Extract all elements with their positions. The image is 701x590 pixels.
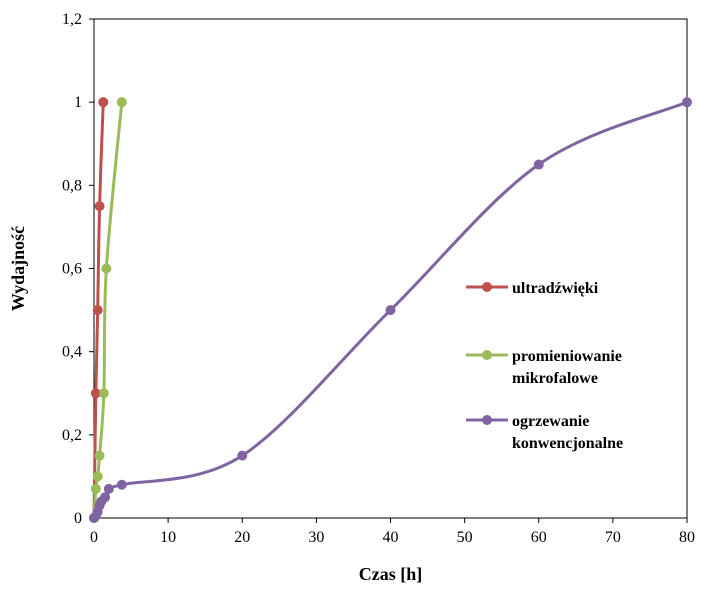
x-tick-label: 70 [605, 529, 621, 546]
data-point [533, 159, 544, 170]
y-tick-label: 0,6 [62, 261, 82, 278]
x-axis-title: Czas [h] [359, 564, 423, 584]
x-axis: 0 10 20 30 40 50 60 70 80 [90, 518, 695, 546]
data-point [90, 388, 101, 399]
data-point [237, 450, 248, 461]
data-point [90, 483, 101, 494]
x-tick-label: 60 [531, 529, 547, 546]
data-point [682, 97, 692, 108]
y-tick-label: 1,2 [62, 11, 82, 28]
data-point [98, 388, 109, 399]
x-tick-label: 10 [160, 529, 176, 546]
x-tick-label: 40 [383, 529, 399, 546]
x-tick-label: 30 [308, 529, 324, 546]
legend: ultradźwięki promieniowanie mikrofalowe ogr… [466, 280, 623, 452]
legend-item-konwencjonalne: ogrzewanie konwencjonalne [466, 413, 623, 452]
y-tick-label: 0,2 [62, 427, 82, 444]
legend-item-mikrofalowe: promieniowanie mikrofalowe [466, 348, 622, 387]
y-tick-label: 0,8 [62, 177, 82, 194]
legend-swatch-marker [482, 415, 492, 425]
data-point [103, 483, 114, 494]
series-konwencjonalne [89, 97, 692, 523]
legend-swatch-marker [482, 282, 492, 292]
data-point [92, 471, 103, 482]
legend-label: ultradźwięki [512, 280, 599, 297]
data-point [385, 305, 396, 316]
data-point [116, 479, 127, 490]
legend-swatch-marker [482, 350, 492, 360]
x-tick-label: 80 [679, 529, 695, 546]
data-point [94, 450, 105, 461]
data-point [98, 97, 109, 108]
legend-label: mikrofalowe [512, 370, 598, 387]
x-tick-label: 20 [234, 529, 250, 546]
legend-label: ogrzewanie [512, 413, 589, 430]
y-axis-title: Wydajność [8, 226, 28, 311]
y-tick-label: 0 [74, 510, 82, 527]
data-point [100, 492, 111, 503]
series-mikrofalowe [89, 97, 127, 523]
y-axis: 0 0,2 0,4 0,6 0,8 1 1,2 [62, 11, 94, 527]
legend-item-ultradzwieki: ultradźwięki [466, 280, 599, 297]
y-tick-label: 1 [74, 94, 82, 111]
data-point [94, 201, 105, 212]
data-point [101, 263, 112, 274]
data-point [92, 305, 103, 316]
x-tick-label: 0 [90, 529, 98, 546]
legend-label: konwencjonalne [512, 435, 623, 452]
legend-label: promieniowanie [512, 348, 622, 365]
x-tick-label: 50 [457, 529, 473, 546]
y-tick-label: 0,4 [62, 344, 82, 361]
series-layer [89, 97, 692, 523]
data-point [116, 97, 127, 108]
